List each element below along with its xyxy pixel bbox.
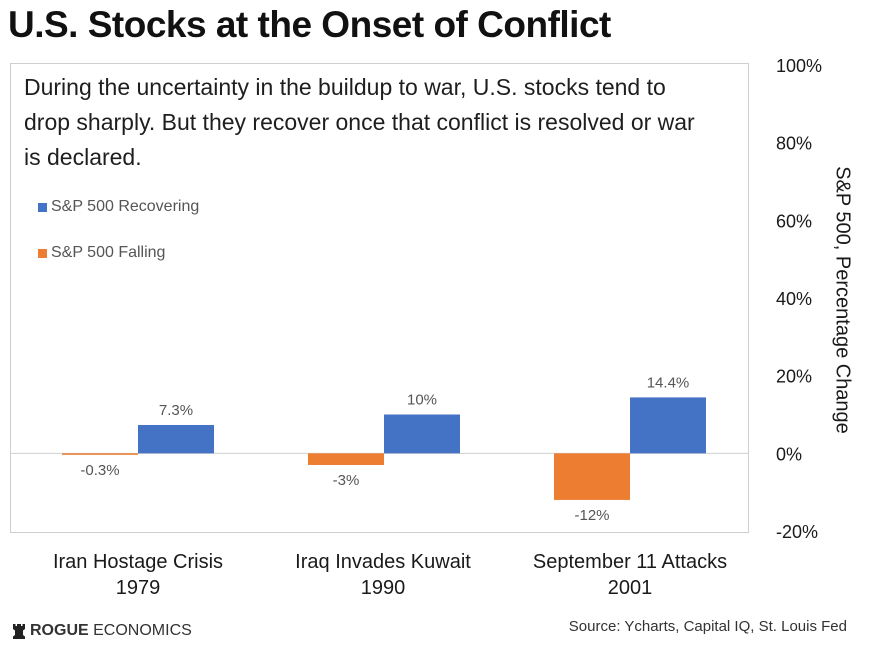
category-name: September 11 Attacks bbox=[532, 551, 728, 573]
category-name: Iraq Invades Kuwait bbox=[295, 551, 471, 573]
y-tick-label: 20% bbox=[776, 367, 812, 387]
data-label: -0.3% bbox=[80, 462, 119, 479]
category-year: 1990 bbox=[360, 577, 406, 599]
plot-area-frame bbox=[10, 63, 749, 533]
category-label-iraq: Iraq Invades Kuwait 1990 bbox=[263, 549, 503, 601]
bar-recovering-0 bbox=[138, 424, 214, 454]
brand-logo: ROGUE ECONOMICS bbox=[12, 622, 192, 640]
legend-swatch-falling bbox=[38, 248, 47, 258]
y-tick-label: 80% bbox=[776, 134, 812, 154]
data-label: 10% bbox=[407, 392, 437, 409]
y-tick-label: -20% bbox=[776, 522, 818, 542]
legend-item-recovering: S&P 500 Recovering bbox=[38, 198, 199, 216]
category-label-september-11: September 11 Attacks 2001 bbox=[510, 549, 750, 601]
bar-falling-0 bbox=[62, 453, 138, 455]
legend-item-falling: S&P 500 Falling bbox=[38, 244, 165, 262]
data-label: 7.3% bbox=[159, 402, 193, 419]
data-label: -12% bbox=[574, 507, 609, 524]
source-note: Source: Ycharts, Capital IQ, St. Louis F… bbox=[568, 618, 847, 635]
data-label: -3% bbox=[333, 472, 360, 489]
brand-name-rest: ECONOMICS bbox=[88, 622, 192, 639]
category-name: Iran Hostage Crisis bbox=[52, 551, 224, 573]
category-year: 2001 bbox=[607, 577, 653, 599]
chart-description: During the uncertainty in the buildup to… bbox=[24, 74, 695, 170]
y-tick-label: 0% bbox=[776, 444, 802, 464]
legend-label-falling: S&P 500 Falling bbox=[51, 244, 166, 261]
bar-falling-1 bbox=[308, 453, 384, 465]
bar-recovering-1 bbox=[384, 414, 460, 454]
category-year: 1979 bbox=[115, 577, 161, 599]
bar-falling-2 bbox=[554, 453, 630, 500]
category-label-iran: Iran Hostage Crisis 1979 bbox=[18, 549, 258, 601]
legend-swatch-recovering bbox=[38, 202, 47, 212]
legend-label-recovering: S&P 500 Recovering bbox=[51, 198, 200, 215]
bar-recovering-2 bbox=[630, 397, 706, 454]
y-axis-title: S&P 500, Percentage Change bbox=[831, 166, 854, 434]
rook-icon bbox=[13, 624, 25, 639]
y-tick-label: 60% bbox=[776, 211, 812, 231]
y-tick-label: 40% bbox=[776, 289, 812, 309]
y-tick-label: 100% bbox=[776, 56, 822, 76]
brand-name-bold: ROGUE bbox=[30, 622, 89, 639]
chart-title: U.S. Stocks at the Onset of Conflict bbox=[8, 4, 611, 45]
data-label: 14.4% bbox=[647, 374, 690, 391]
